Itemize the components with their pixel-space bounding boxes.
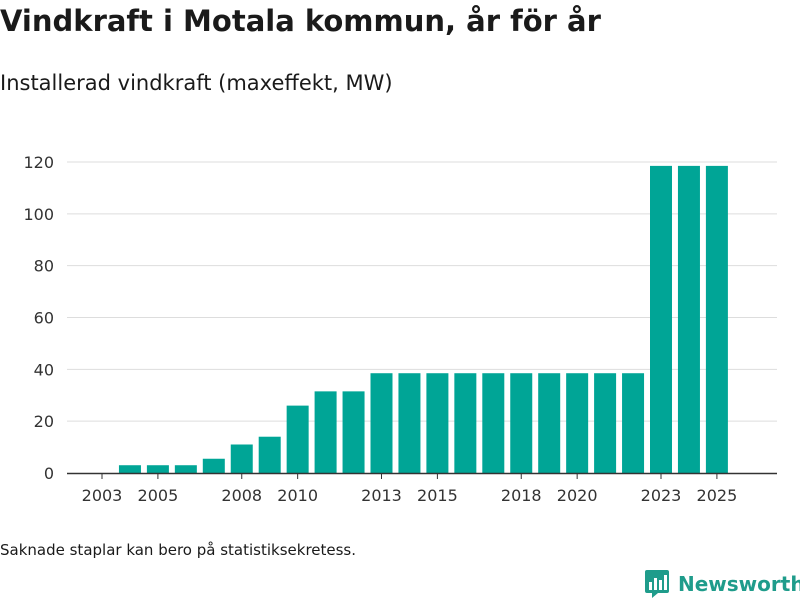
bar-chart: 0 20 40 60 80 100 120 2003 2005 2008 2010 2013 2015 2… xyxy=(23,153,777,505)
bar-2009 xyxy=(258,436,281,473)
bar-2017 xyxy=(482,373,505,473)
bar-2025 xyxy=(705,165,728,473)
x-tick-label: 2015 xyxy=(417,486,458,505)
newsworthy-logo-icon xyxy=(645,570,669,598)
x-tick-label: 2018 xyxy=(501,486,542,505)
bar-2020 xyxy=(566,373,589,473)
bar-2008 xyxy=(230,444,253,473)
bar-2012 xyxy=(342,391,365,473)
bar-2006 xyxy=(174,465,197,473)
bar-2010 xyxy=(286,405,309,473)
y-tick-label: 100 xyxy=(23,205,54,224)
bar-2004 xyxy=(118,465,141,473)
bar-2011 xyxy=(314,391,337,473)
y-tick-label: 40 xyxy=(34,360,54,379)
bar-2013 xyxy=(370,373,393,473)
bar-2022 xyxy=(622,373,645,473)
x-tick-label: 2020 xyxy=(557,486,598,505)
x-tick-label: 2010 xyxy=(277,486,318,505)
y-tick-label: 20 xyxy=(34,412,54,431)
chart-title: Vindkraft i Motala kommun, år för år xyxy=(0,4,601,38)
bar-2005 xyxy=(146,465,169,473)
chart-subtitle: Installerad vindkraft (maxeffekt, MW) xyxy=(0,71,393,95)
bar-2015 xyxy=(426,373,449,473)
bar-2021 xyxy=(594,373,617,473)
y-tick-label: 60 xyxy=(34,309,54,328)
x-tick-label: 2005 xyxy=(138,486,179,505)
footnote: Saknade staplar kan bero på statistiksek… xyxy=(0,541,357,559)
bar-2014 xyxy=(398,373,421,473)
brand-name: Newsworthy xyxy=(678,572,800,596)
bar-2019 xyxy=(538,373,561,473)
y-tick-label: 80 xyxy=(34,257,54,276)
x-tick-label: 2013 xyxy=(361,486,402,505)
x-tick-label: 2008 xyxy=(221,486,262,505)
bar-2016 xyxy=(454,373,477,473)
bar-2007 xyxy=(202,458,225,473)
x-tick-label: 2025 xyxy=(697,486,738,505)
x-tick-label: 2003 xyxy=(82,486,123,505)
brand-logo[interactable]: Newsworthy xyxy=(644,568,800,600)
y-tick-label: 120 xyxy=(23,153,54,172)
x-tick-label: 2023 xyxy=(641,486,682,505)
bar-2018 xyxy=(510,373,533,473)
bar-2024 xyxy=(677,165,700,473)
y-tick-label: 0 xyxy=(44,464,54,483)
bar-2023 xyxy=(650,165,672,473)
